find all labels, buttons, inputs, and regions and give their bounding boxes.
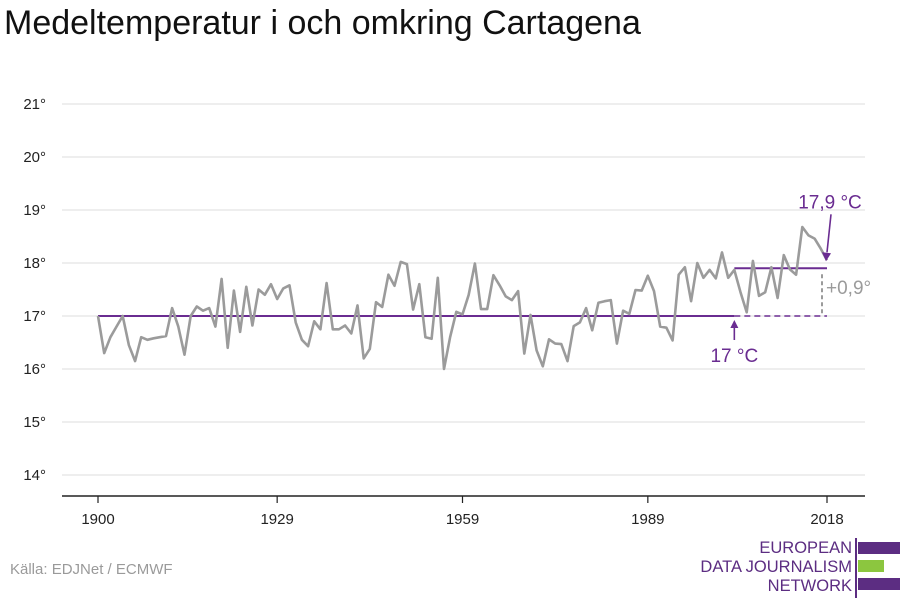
y-tick-label: 20° — [23, 149, 46, 166]
difference-annotation-label: +0,9° — [826, 278, 871, 299]
baseline-arrow-head — [730, 320, 739, 328]
y-tick-label: 15° — [23, 414, 46, 431]
x-tick-label: 1959 — [446, 511, 479, 528]
annotations: 17 °C 17,9 °C +0,9° — [710, 192, 871, 367]
y-tick-label: 17° — [23, 308, 46, 325]
logo-line-network: NETWORK — [767, 577, 852, 595]
y-tick-label: 19° — [23, 202, 46, 219]
gridlines — [62, 103, 865, 476]
temperature-series-line — [96, 225, 829, 371]
y-axis-labels: 14° 15° 16° 17° 18° 19° 20° 21° — [23, 96, 46, 484]
x-tick-label: 1929 — [260, 511, 293, 528]
y-tick-label: 21° — [23, 96, 46, 113]
series-layer — [96, 225, 829, 371]
x-tick-label: 1989 — [631, 511, 664, 528]
recent-annotation-label: 17,9 °C — [798, 192, 862, 213]
chart-title: Medeltemperatur i och omkring Cartagena — [4, 4, 641, 42]
recent-arrow-head — [822, 252, 831, 262]
source-note: Källa: EDJNet / ECMWF — [10, 561, 173, 578]
logo-bar-top — [858, 542, 900, 554]
logo-line-european: EUROPEAN — [759, 539, 852, 557]
y-tick-label: 16° — [23, 361, 46, 378]
x-tick-label: 2018 — [810, 511, 843, 528]
logo-line-data-journalism: DATA JOURNALISM — [700, 558, 852, 576]
x-tick-label: 1900 — [81, 511, 114, 528]
y-tick-label: 14° — [23, 467, 46, 484]
baseline-annotation-label: 17 °C — [710, 346, 758, 367]
x-axis: 1900 1929 1959 1989 2018 — [62, 495, 865, 528]
logo-divider — [855, 538, 857, 598]
y-tick-label: 18° — [23, 255, 46, 272]
edjnet-logo: EUROPEAN DATA JOURNALISM NETWORK — [700, 538, 900, 598]
logo-bar-bottom — [858, 578, 900, 590]
recent-arrow-shaft — [826, 214, 832, 253]
logo-bar-middle — [858, 560, 884, 572]
